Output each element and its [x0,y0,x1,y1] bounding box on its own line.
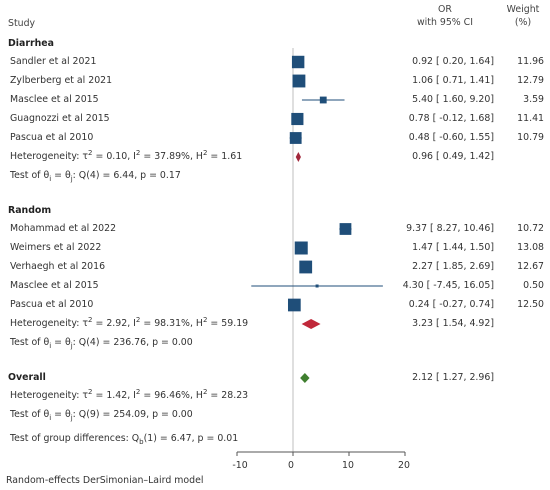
weight-column-header-line2: (%) [514,17,532,28]
weight-text: 10.79 [517,132,544,143]
weight-text: 13.08 [517,242,544,253]
study-label: Guagnozzi et al 2015 [10,113,110,124]
study-label: Weimers et al 2022 [10,242,102,253]
study-marker [315,284,319,288]
study-label: Pascua et al 2010 [10,299,94,310]
group-summary-diamond [301,319,321,329]
overall-summary-diamond [300,373,310,383]
weight-text: 12.79 [517,75,544,86]
or-ci-text: 0.78 [ -0.12, 1.68] [408,113,494,124]
or-ci-text: 1.47 [ 1.44, 1.50] [412,242,494,253]
study-marker [291,112,304,126]
study-label: Zylberberg et al 2021 [10,75,113,86]
study-label: Verhaegh et al 2016 [10,261,106,272]
or-ci-text: 5.40 [ 1.60, 9.20] [412,94,494,105]
x-tick-label: 20 [398,460,410,471]
study-marker [287,298,301,312]
overall-or-ci-text: 2.12 [ 1.27, 2.96] [412,372,494,383]
or-column-header-line2: with 95% CI [417,17,473,28]
study-label: Pascua et al 2010 [10,132,94,143]
summary-or-ci-text: 0.96 [ 0.49, 1.42] [412,151,494,162]
study-marker [299,260,313,274]
heterogeneity-overall: Heterogeneity: τ2 = 1.42, I2 = 96.46%, H… [10,387,249,401]
study-marker [339,223,352,235]
study-marker [291,55,305,69]
overall-title: Overall [8,372,46,383]
model-footnote: Random-effects DerSimonian–Laird model [6,475,204,486]
x-tick-label: -10 [232,460,248,471]
x-tick-label: 10 [342,460,354,471]
study-label: Masclee et al 2015 [10,94,99,105]
weight-column-header-line1: Weight [506,4,540,15]
study-label: Masclee et al 2015 [10,280,99,291]
weight-text: 12.67 [517,261,544,272]
summary-or-ci-text: 3.23 [ 1.54, 4.92] [412,318,494,329]
test-overall: Test of θi = θj: Q(9) = 254.09, p = 0.00 [10,409,193,422]
study-label: Mohammad et al 2022 [10,223,117,234]
test-random: Test of θi = θj: Q(4) = 236.76, p = 0.00 [10,337,193,350]
or-ci-text: 2.27 [ 1.85, 2.69] [412,261,494,272]
group-title-diarrhea: Diarrhea [8,38,54,49]
weight-text: 0.50 [523,280,544,291]
or-column-header-line1: OR [438,4,452,15]
study-marker [294,241,308,255]
test-diarrhea: Test of θi = θj: Q(4) = 6.44, p = 0.17 [10,170,181,183]
or-ci-text: 4.30 [ -7.45, 16.05] [402,280,494,291]
test-group-differences: Test of group differences: Qb(1) = 6.47,… [10,433,239,446]
or-ci-text: 0.24 [ -0.27, 0.74] [408,299,494,310]
study-column-header: Study [8,18,36,29]
study-marker [289,132,302,144]
group-summary-diamond [295,152,301,162]
or-ci-text: 9.37 [ 8.27, 10.46] [406,223,494,234]
study-label: Sandler et al 2021 [10,56,97,67]
heterogeneity-random: Heterogeneity: τ2 = 2.92, I2 = 98.31%, H… [10,315,249,329]
weight-text: 3.59 [523,94,544,105]
weight-text: 11.41 [517,113,544,124]
study-marker [292,74,306,88]
x-tick-label: 0 [288,460,294,471]
or-ci-text: 0.92 [ 0.20, 1.64] [412,56,494,67]
weight-text: 10.72 [517,223,544,234]
weight-text: 11.96 [517,56,544,67]
weight-text: 12.50 [517,299,544,310]
or-ci-text: 0.48 [ -0.60, 1.55] [408,132,494,143]
group-title-random: Random [8,205,52,216]
study-marker [319,96,327,104]
heterogeneity-diarrhea: Heterogeneity: τ2 = 0.10, I2 = 37.89%, H… [10,148,243,162]
or-ci-text: 1.06 [ 0.71, 1.41] [412,75,494,86]
